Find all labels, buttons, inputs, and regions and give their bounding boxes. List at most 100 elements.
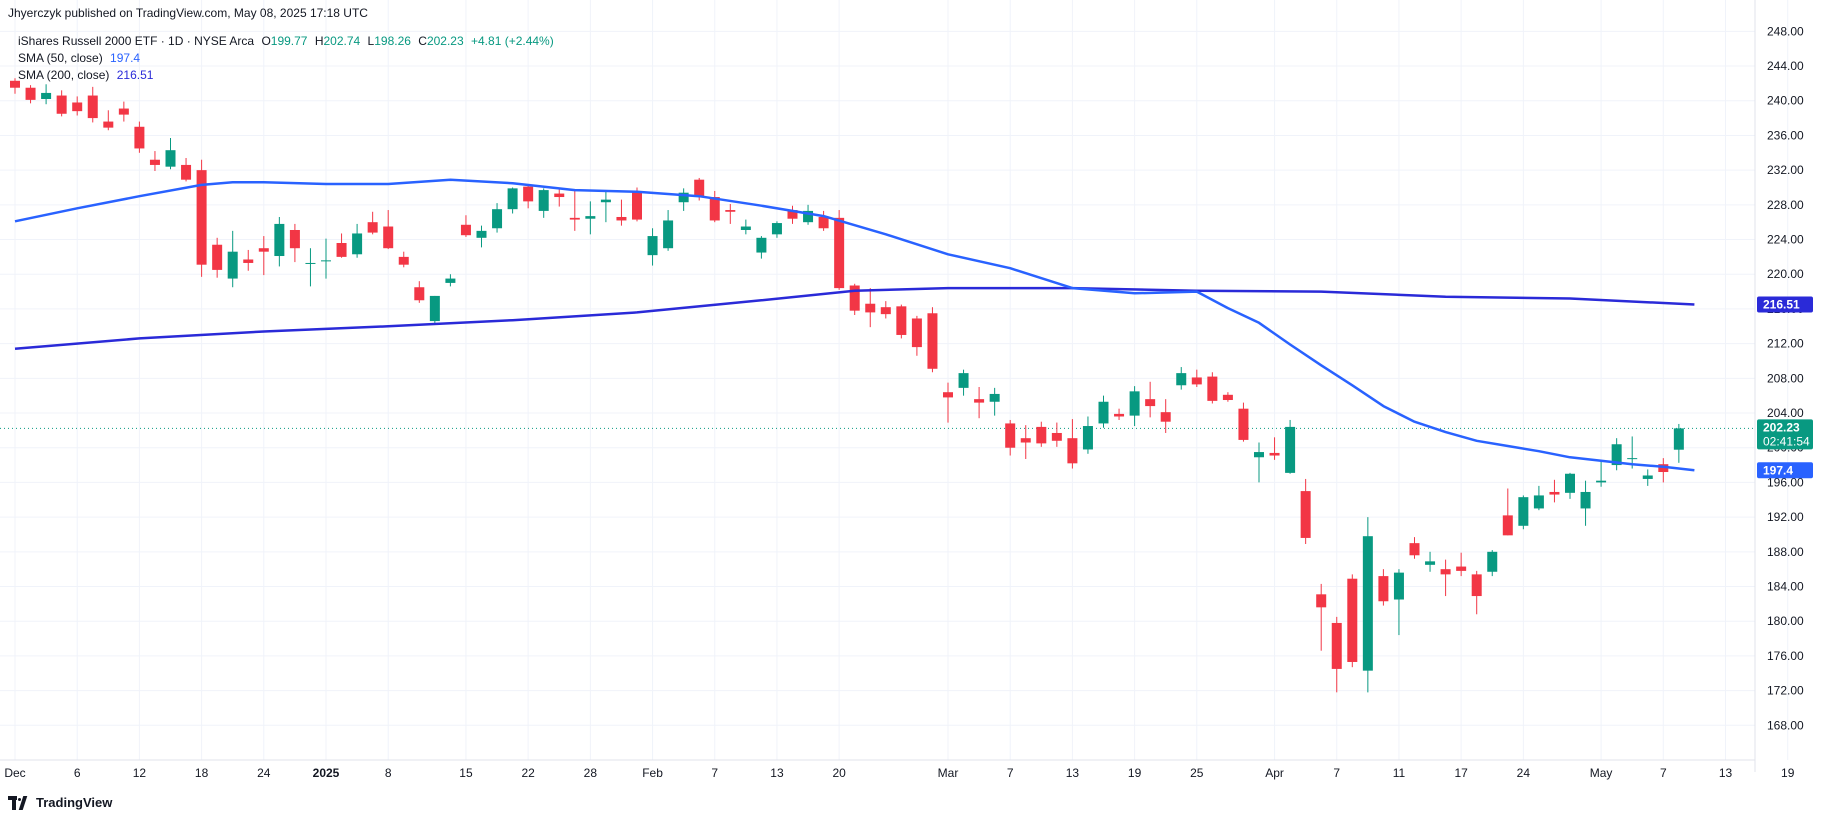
candle-body[interactable] — [756, 237, 767, 253]
candle-body[interactable] — [1300, 491, 1311, 538]
candle-body[interactable] — [725, 210, 736, 212]
candle-body[interactable] — [1456, 566, 1467, 571]
candle-body[interactable] — [865, 303, 876, 313]
candle-body[interactable] — [1533, 495, 1544, 509]
candle-body[interactable] — [1642, 475, 1653, 479]
candle-body[interactable] — [1471, 574, 1482, 597]
candle-body[interactable] — [336, 243, 347, 257]
candle-body[interactable] — [787, 210, 798, 219]
candle-body[interactable] — [523, 186, 534, 202]
candle-body[interactable] — [554, 193, 565, 198]
candle-body[interactable] — [118, 108, 129, 115]
candle-body[interactable] — [212, 244, 223, 270]
candle-body[interactable] — [289, 229, 300, 249]
candle-body[interactable] — [1409, 543, 1420, 556]
candle-body[interactable] — [1067, 438, 1078, 464]
candle-body[interactable] — [1658, 464, 1669, 473]
candle-body[interactable] — [569, 217, 580, 220]
candle-body[interactable] — [1160, 412, 1171, 422]
candle-body[interactable] — [398, 256, 409, 265]
candle-body[interactable] — [1051, 432, 1062, 441]
candle-body[interactable] — [383, 226, 394, 249]
candle-body[interactable] — [1673, 428, 1684, 450]
candle-body[interactable] — [1331, 622, 1342, 669]
candle-body[interactable] — [709, 197, 720, 221]
candle-body[interactable] — [10, 80, 20, 88]
candle-body[interactable] — [507, 188, 518, 210]
sma200-line[interactable] — [14, 286, 1695, 351]
candle-body[interactable] — [149, 159, 160, 165]
candle-body[interactable] — [103, 121, 114, 128]
candle-body[interactable] — [1145, 399, 1156, 407]
candle-body[interactable] — [274, 223, 285, 257]
candle-body[interactable] — [911, 318, 922, 348]
candle-body[interactable] — [1191, 377, 1202, 385]
candle-body[interactable] — [429, 295, 440, 322]
candle-body[interactable] — [585, 216, 596, 219]
candle-body[interactable] — [1518, 497, 1529, 526]
candle-body[interactable] — [1425, 561, 1436, 565]
candle-body[interactable] — [771, 223, 782, 235]
candle-body[interactable] — [305, 262, 316, 264]
candle-body[interactable] — [476, 230, 487, 238]
candle-body[interactable] — [1269, 452, 1280, 456]
candle-body[interactable] — [1362, 536, 1373, 671]
candle-body[interactable] — [1596, 480, 1607, 483]
candle-body[interactable] — [1222, 394, 1233, 401]
candle-body[interactable] — [818, 216, 829, 229]
candle-body[interactable] — [834, 217, 845, 289]
candle-body[interactable] — [1378, 576, 1389, 602]
candle-body[interactable] — [1005, 423, 1016, 448]
candle-body[interactable] — [445, 278, 456, 283]
candle-body[interactable] — [25, 87, 36, 100]
candle-body[interactable] — [1565, 473, 1575, 493]
candle-body[interactable] — [258, 248, 269, 252]
candle-body[interactable] — [87, 95, 98, 119]
candle-body[interactable] — [1176, 373, 1187, 386]
sma50-line[interactable] — [14, 178, 1695, 472]
candle-body[interactable] — [1114, 413, 1125, 417]
candle-body[interactable] — [663, 220, 674, 249]
candle-body[interactable] — [227, 251, 238, 279]
candle-body[interactable] — [243, 259, 254, 263]
candle-body[interactable] — [927, 313, 938, 369]
sma200-legend[interactable]: SMA (200, close) 216.51 — [18, 68, 157, 82]
candle-body[interactable] — [367, 222, 378, 233]
sma50-legend[interactable]: SMA (50, close) 197.4 — [18, 51, 144, 65]
candle-body[interactable] — [1611, 444, 1622, 466]
candle-body[interactable] — [165, 150, 176, 167]
candle-body[interactable] — [1347, 578, 1358, 662]
candle-body[interactable] — [134, 126, 145, 149]
candle-body[interactable] — [414, 287, 425, 301]
candle-body[interactable] — [1440, 569, 1451, 575]
candle-body[interactable] — [694, 179, 705, 198]
candle-body[interactable] — [880, 307, 891, 315]
candle-body[interactable] — [1549, 491, 1560, 495]
candle-body[interactable] — [1487, 551, 1498, 572]
tradingview-footer[interactable]: TradingView — [8, 795, 112, 810]
candle-body[interactable] — [1254, 452, 1264, 458]
candle-body[interactable] — [181, 164, 192, 180]
candle-body[interactable] — [1580, 491, 1591, 509]
candle-body[interactable] — [600, 199, 611, 203]
candle-body[interactable] — [849, 285, 860, 311]
candle-body[interactable] — [1098, 401, 1109, 424]
candle-body[interactable] — [1082, 426, 1093, 450]
candle-body[interactable] — [321, 260, 331, 262]
candle-body[interactable] — [1020, 438, 1031, 443]
candle-body[interactable] — [460, 224, 471, 236]
candle-body[interactable] — [196, 170, 207, 265]
candle-body[interactable] — [678, 192, 689, 203]
candle-body[interactable] — [1285, 426, 1296, 473]
candle-body[interactable] — [1316, 594, 1327, 608]
candle-body[interactable] — [896, 306, 907, 335]
candle-body[interactable] — [632, 191, 642, 220]
candle-body[interactable] — [492, 209, 503, 229]
candle-body[interactable] — [538, 190, 549, 211]
candle-body[interactable] — [41, 92, 52, 100]
candle-body[interactable] — [352, 233, 363, 255]
candle-body[interactable] — [1036, 426, 1047, 444]
candle-body[interactable] — [72, 102, 83, 112]
candle-body[interactable] — [1502, 515, 1513, 536]
candle-body[interactable] — [1238, 408, 1249, 440]
